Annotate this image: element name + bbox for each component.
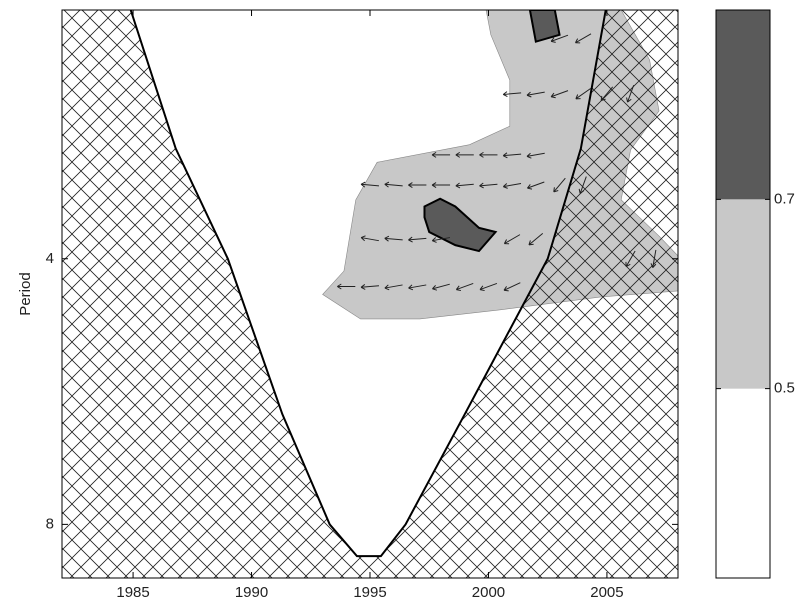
phase-arrow xyxy=(360,181,380,188)
phase-arrow xyxy=(526,91,545,98)
colorbar-band xyxy=(716,199,770,389)
phase-arrow xyxy=(384,235,403,242)
phase-arrow xyxy=(384,284,403,291)
coi-hatch xyxy=(62,10,678,578)
y-tick-label: 4 xyxy=(46,250,54,267)
phase-arrow xyxy=(550,34,569,43)
phase-arrow xyxy=(408,236,427,243)
phase-arrow xyxy=(479,182,498,189)
x-tick-label: 1985 xyxy=(116,584,149,601)
x-tick-label: 2005 xyxy=(590,584,623,601)
axes: 1985 1990 1995 2000 2005 4 8 xyxy=(46,10,678,601)
phase-arrow xyxy=(503,234,521,245)
phase-arrow xyxy=(408,182,427,188)
phase-arrow xyxy=(431,151,451,158)
phase-arrow xyxy=(431,237,451,243)
coherence-region xyxy=(423,197,498,253)
plot-area xyxy=(62,10,678,578)
phase-arrow xyxy=(502,91,522,98)
phase-arrow xyxy=(432,283,450,291)
phase-arrow xyxy=(526,152,545,159)
colorbar-tick-label: 0.5 xyxy=(774,380,795,397)
phase-arrow xyxy=(575,88,591,100)
phase-arrow xyxy=(360,235,379,242)
coherence-region xyxy=(528,10,561,43)
colorbar: 0.5 0.7 xyxy=(715,9,795,579)
phase-arrow xyxy=(574,33,592,44)
x-tick-label: 2000 xyxy=(472,584,505,601)
x-tick-label: 1995 xyxy=(353,584,386,601)
phase-arrow xyxy=(526,181,545,190)
coi-line xyxy=(129,10,607,558)
y-axis-label: Period xyxy=(17,272,34,315)
phase-arrow xyxy=(553,177,566,193)
x-tick-label: 1990 xyxy=(235,584,268,601)
colorbar-band xyxy=(716,10,770,200)
phase-arrow xyxy=(455,282,474,292)
colorbar-frame xyxy=(715,9,771,579)
phase-arrow xyxy=(337,283,356,290)
phase-arrow xyxy=(408,284,427,291)
phase-arrow xyxy=(528,232,544,246)
phase-arrow xyxy=(455,151,474,158)
colorbar-band xyxy=(716,388,770,578)
phase-arrow xyxy=(384,181,403,188)
phase-arrow xyxy=(360,284,380,290)
phase-arrow xyxy=(479,282,498,292)
phase-arrow xyxy=(502,182,522,189)
phase-arrow xyxy=(455,182,474,189)
phase-arrow xyxy=(502,152,522,159)
phase-arrow xyxy=(479,151,498,158)
y-tick-label: 8 xyxy=(46,515,54,532)
phase-arrow xyxy=(431,182,451,188)
phase-arrow xyxy=(503,282,521,292)
colorbar-tick-label: 0.7 xyxy=(774,190,795,207)
phase-arrow xyxy=(550,90,569,99)
